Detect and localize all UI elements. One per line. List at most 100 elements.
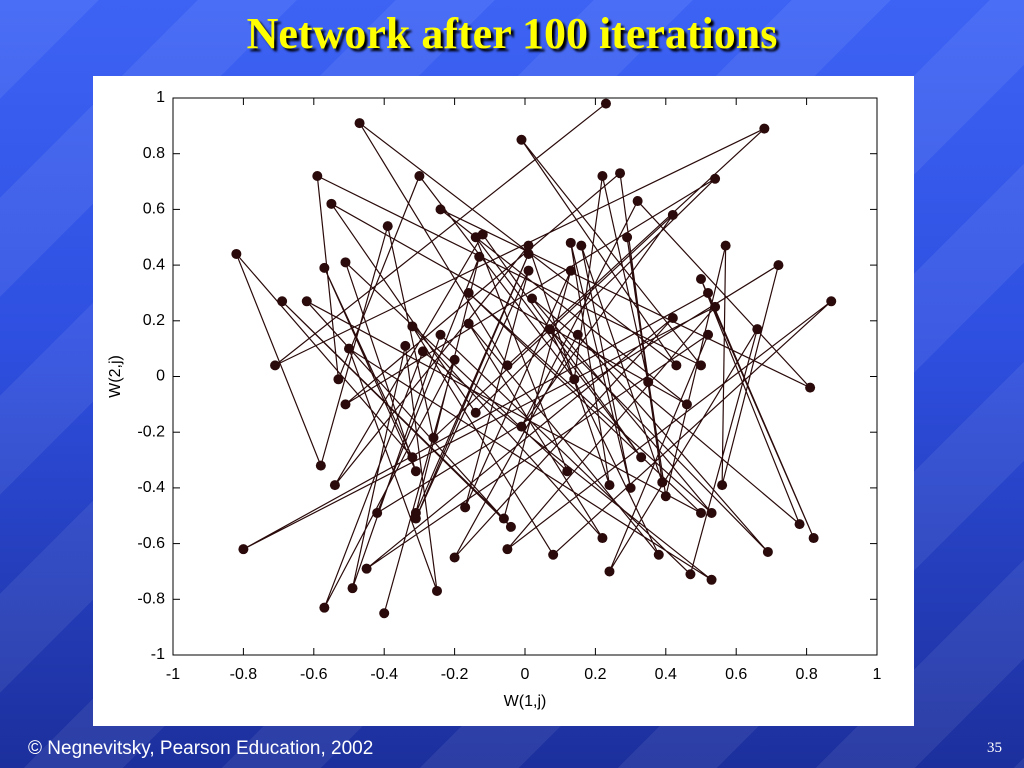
neuron-point xyxy=(414,170,425,181)
neuron-point xyxy=(643,377,654,388)
x-tick-label: 0.2 xyxy=(584,666,606,683)
neuron-point xyxy=(565,265,576,276)
y-tick-label: -0.2 xyxy=(137,423,165,440)
neuron-point xyxy=(572,329,583,340)
neuron-point xyxy=(474,251,485,262)
neuron-point xyxy=(498,513,509,524)
neuron-point xyxy=(615,168,626,179)
y-tick-label: 0.6 xyxy=(143,201,165,218)
neuron-point xyxy=(315,460,326,471)
neuron-point xyxy=(600,98,611,109)
y-tick-label: -0.6 xyxy=(137,535,165,552)
neuron-point xyxy=(717,480,728,491)
neuron-point xyxy=(696,360,706,371)
neuron-point xyxy=(604,566,615,577)
neuron-point xyxy=(681,399,692,410)
y-tick-label: 0.8 xyxy=(143,145,165,162)
neuron-point xyxy=(569,374,580,385)
neuron-point xyxy=(410,466,421,477)
y-tick-label: 0.2 xyxy=(143,312,165,329)
neuron-point xyxy=(319,602,330,613)
x-tick-label: 0.4 xyxy=(655,666,677,683)
neuron-point xyxy=(703,329,714,340)
neuron-point xyxy=(805,382,816,393)
y-tick-label: -1 xyxy=(151,646,165,663)
neuron-point xyxy=(696,507,706,518)
neuron-point xyxy=(622,232,633,243)
neuron-point xyxy=(516,421,527,432)
neuron-point xyxy=(762,546,773,557)
neuron-point xyxy=(773,260,784,271)
neuron-point xyxy=(477,229,488,240)
neuron-point xyxy=(597,533,608,544)
neuron-point xyxy=(333,374,344,385)
neuron-point xyxy=(231,248,242,259)
neuron-point xyxy=(794,519,805,530)
y-tick-label: 1 xyxy=(156,89,165,106)
neuron-point xyxy=(329,480,340,491)
neuron-point xyxy=(826,296,837,307)
neuron-point xyxy=(312,170,323,181)
y-tick-label: 0.4 xyxy=(143,256,165,273)
neuron-point xyxy=(432,585,442,596)
x-tick-label: 0 xyxy=(521,666,530,683)
neuron-point xyxy=(808,533,819,544)
neuron-point xyxy=(759,123,770,134)
neuron-point xyxy=(238,544,249,555)
neuron-point xyxy=(706,574,717,585)
x-tick-label: 0.6 xyxy=(725,666,747,683)
y-tick-label: -0.8 xyxy=(137,591,165,608)
x-tick-label: -1 xyxy=(166,666,180,683)
x-tick-label: -0.4 xyxy=(370,666,398,683)
neuron-point xyxy=(667,209,678,220)
neuron-point xyxy=(435,204,446,215)
neuron-point xyxy=(523,240,534,251)
neuron-point xyxy=(671,360,682,371)
neuron-point xyxy=(410,513,421,524)
page-number: 35 xyxy=(987,740,1002,756)
neuron-point xyxy=(625,482,636,493)
neuron-point xyxy=(505,521,516,532)
neuron-point xyxy=(270,360,281,371)
neuron-point xyxy=(417,346,428,357)
neuron-point xyxy=(706,507,717,518)
neuron-point xyxy=(463,318,474,329)
neuron-point xyxy=(354,118,365,129)
neuron-point xyxy=(685,569,696,580)
neuron-point xyxy=(435,329,446,340)
neuron-point xyxy=(548,549,559,560)
neuron-point xyxy=(562,466,573,477)
network-line xyxy=(235,103,832,614)
neuron-point xyxy=(604,480,615,491)
y-tick-label: 0 xyxy=(156,368,165,385)
x-tick-label: -0.6 xyxy=(300,666,328,683)
footer: © Negnevitsky, Pearson Education, 2002 xyxy=(28,738,374,759)
neuron-point xyxy=(653,549,664,560)
neuron-point xyxy=(657,477,668,488)
x-tick-label: 1 xyxy=(873,666,882,683)
neuron-point xyxy=(667,313,678,324)
neuron-point xyxy=(470,407,481,418)
neuron-point xyxy=(576,240,587,251)
neuron-point xyxy=(340,257,351,268)
neuron-point xyxy=(660,491,671,502)
neuron-point xyxy=(326,198,337,209)
x-tick-label: 0.8 xyxy=(795,666,817,683)
neuron-point xyxy=(463,287,474,298)
neuron-point xyxy=(523,265,534,276)
neuron-point xyxy=(565,237,576,248)
neuron-point xyxy=(407,321,418,332)
y-tick-label: -0.4 xyxy=(137,479,165,496)
neuron-point xyxy=(400,340,411,351)
neuron-point xyxy=(527,293,538,304)
neuron-point xyxy=(428,432,439,443)
neuron-point xyxy=(752,324,763,335)
x-axis-label: W(1,j) xyxy=(504,693,547,710)
neuron-point xyxy=(379,608,390,619)
neuron-point xyxy=(544,324,555,335)
chart: -1 -0.8 -0.6 -0.4 -0.2 0 0.2 0.4 0.6 0.8 1 -1 -0.8 -0… xyxy=(107,89,882,710)
neuron-point xyxy=(636,452,647,463)
x-tick-label: -0.2 xyxy=(441,666,469,683)
neuron-point xyxy=(710,301,721,312)
neuron-point xyxy=(696,274,706,285)
